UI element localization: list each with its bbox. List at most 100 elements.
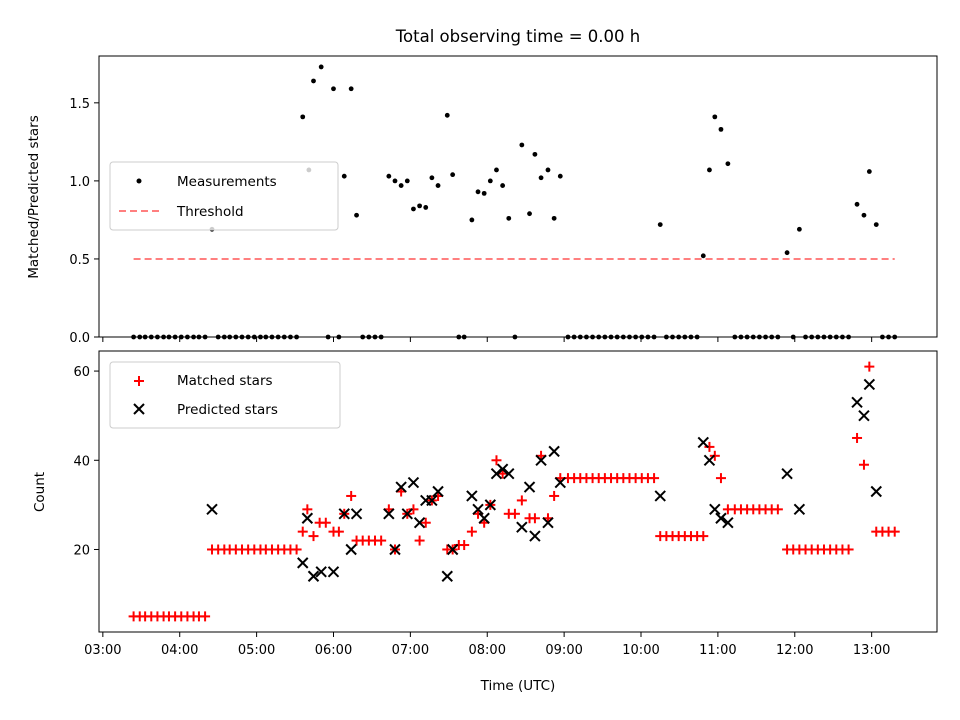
measurement-point [538, 175, 544, 181]
x-tick-label: 11:00 [699, 643, 736, 658]
measurement-point [429, 175, 435, 181]
predicted-star-point [297, 557, 309, 569]
predicted-star-point [722, 517, 734, 529]
matched-star-point [320, 517, 331, 528]
predicted-star-point [703, 454, 716, 466]
x-tick-label: 04:00 [161, 643, 198, 658]
legend-predicted-marker [133, 403, 145, 415]
predicted-star-point [542, 517, 554, 529]
bottom-y-axis-label: Count [32, 472, 48, 512]
measurement-point [386, 173, 392, 179]
axes-frame [98, 55, 938, 338]
matched-star-point [459, 540, 470, 551]
predicted-star-point [851, 396, 863, 409]
predicted-star-point [426, 494, 438, 507]
predicted-star-point [863, 378, 876, 391]
predicted-star-point [523, 481, 536, 493]
predicted-star-point [529, 530, 541, 542]
measurement-point [854, 201, 860, 207]
measurement-point [481, 190, 487, 196]
measurement-point [500, 183, 506, 188]
predicted-star-point [327, 566, 340, 578]
measurement-point [331, 86, 336, 92]
measurement-point [311, 78, 316, 84]
measurement-point [411, 206, 416, 212]
top-axes: 0.0 0.5 1.0 1.5 [69, 55, 938, 346]
x-tick-label: 13:00 [853, 643, 890, 658]
predicted-star-point [870, 485, 882, 498]
y-tick-label: 0.5 [69, 253, 90, 268]
measurement-point [341, 173, 347, 179]
x-tick-label: 05:00 [238, 643, 275, 658]
predicted-star-point [715, 512, 727, 524]
matched-star-point [704, 441, 715, 452]
measurement-point [527, 211, 532, 217]
predicted-star-point [407, 476, 420, 489]
y-tick-label: 20 [73, 543, 90, 558]
measurement-point [707, 167, 712, 173]
predicted-star-point [654, 490, 666, 502]
matched-star-point [529, 513, 540, 524]
y-tick-label: 1.5 [69, 97, 90, 112]
matched-star-point [864, 361, 875, 372]
matched-star-point [491, 455, 502, 466]
predicted-star-point [301, 512, 314, 524]
matched-star-point [297, 526, 308, 537]
predicted-star-point [338, 508, 350, 520]
legend-measurements-marker [136, 178, 142, 184]
legend-matched-label: Matched stars [177, 373, 273, 389]
x-tick-label: 07:00 [392, 643, 429, 658]
measurement-point [718, 126, 724, 132]
matched-star-point [466, 526, 477, 537]
measurement-point [796, 226, 802, 232]
predicted-star-point [389, 543, 401, 556]
matched-star-point [376, 535, 387, 546]
matched-star-point [649, 473, 660, 484]
predicted-star-point [206, 503, 218, 516]
measurement-point [866, 169, 872, 174]
matched-star-point [302, 504, 313, 515]
measurement-point [423, 205, 429, 210]
measurement-point [450, 172, 456, 178]
x-tick-label: 10:00 [622, 643, 659, 658]
matched-star-point [852, 432, 863, 443]
y-tick-label: 1.0 [69, 175, 90, 190]
predicted-star-point [478, 512, 490, 524]
predicted-star-point [466, 490, 478, 502]
predicted-star-point [383, 508, 395, 520]
counts-layer [128, 361, 900, 622]
predicted-star-point [535, 454, 547, 466]
measurement-point [475, 189, 481, 195]
measurement-point [506, 215, 512, 221]
bottom-axes: 03:00 04:00 05:00 06:00 07:00 08:00 09:00 10:00… [73, 350, 938, 658]
measurement-point [712, 114, 718, 120]
measurement-point [404, 178, 410, 184]
matched-star-point [308, 531, 319, 542]
predicted-star-point [548, 445, 560, 458]
predicted-star-point [345, 543, 357, 556]
measurement-point [861, 212, 867, 218]
legend-matched-marker [134, 376, 144, 386]
measurement-point [318, 64, 324, 70]
x-axis-label: Time (UTC) [480, 678, 556, 694]
matched-star-point [408, 504, 419, 515]
measurement-point [354, 212, 359, 218]
top-legend: Measurements Threshold [109, 161, 339, 231]
measurement-point [348, 86, 354, 92]
matched-star-point [420, 517, 431, 528]
axes-frame [98, 350, 938, 633]
measurement-point [398, 183, 404, 188]
legend-predicted-label: Predicted stars [177, 402, 278, 418]
x-tick-label: 09:00 [545, 643, 582, 658]
matched-star-point [516, 495, 527, 506]
matched-star-point [346, 490, 357, 501]
matched-star-point [333, 526, 344, 537]
predicted-star-point [697, 436, 709, 449]
measurement-point [545, 167, 551, 173]
matched-star-point [200, 611, 211, 622]
matched-star-point [698, 531, 709, 542]
predicted-star-point [446, 543, 459, 556]
predicted-star-point [554, 476, 566, 489]
legend-measurements-label: Measurements [177, 174, 277, 190]
predicted-star-point [315, 566, 327, 578]
